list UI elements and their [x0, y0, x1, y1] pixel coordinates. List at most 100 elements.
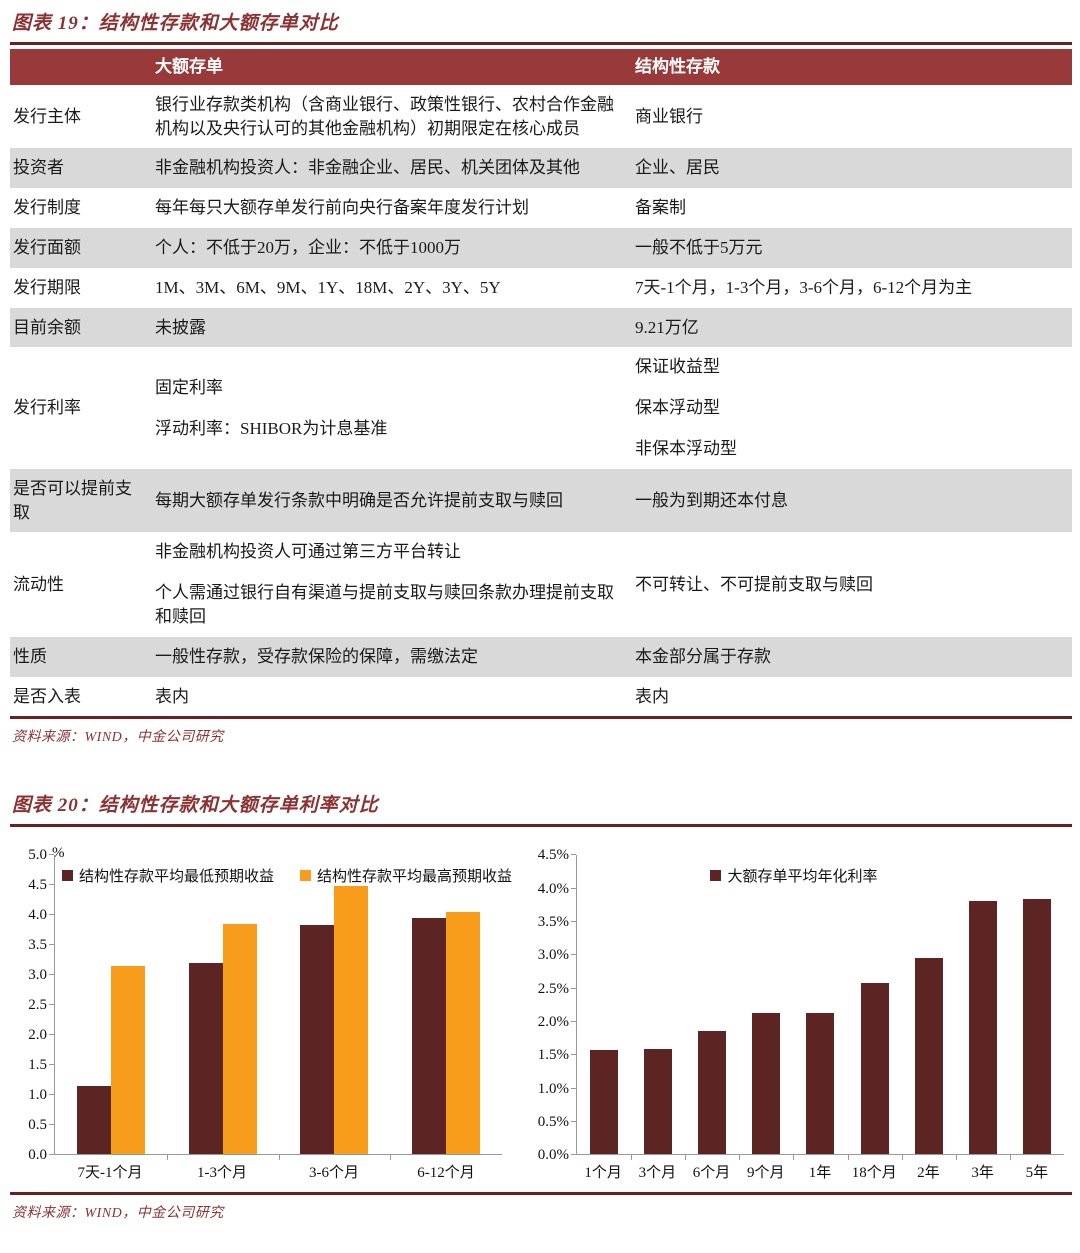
- row-label: 流动性: [13, 574, 64, 594]
- table-body: 发行主体 银行业存款类机构（含商业银行、政策性银行、农村合作金融机构以及央行认可的…: [10, 85, 1072, 717]
- cell-cds: 固定利率 浮动利率：SHIBOR为计息基准: [155, 376, 635, 441]
- bar: [860, 982, 889, 1155]
- y-axis-tickmark: [49, 974, 54, 976]
- bar: [110, 965, 145, 1155]
- bar: [446, 912, 481, 1155]
- chart-legend: 结构性存款平均最低预期收益 结构性存款平均最高预期收益: [62, 865, 512, 886]
- bar: [412, 918, 447, 1155]
- cell-sd: 一般为到期还本付息: [635, 489, 1072, 513]
- y-axis-tickmark: [49, 1004, 54, 1006]
- bar-groups: [55, 855, 502, 1155]
- cell-text: 银行业存款类机构（含商业银行、政策性银行、农村合作金融机构以及央行认可的其他金融…: [155, 94, 614, 138]
- bar: [968, 901, 997, 1155]
- table-row: 发行面额 个人：不低于20万，企业：不低于1000万 一般不低于5万元: [10, 227, 1072, 268]
- x-axis-label: 5年: [1025, 1165, 1049, 1182]
- y-axis-tick: 1.0%: [537, 1080, 569, 1097]
- row-label: 目前余额: [13, 317, 81, 337]
- legend-item: 结构性存款平均最低预期收益: [62, 865, 274, 886]
- cell-cds: 非金融机构投资人：非金融企业、居民、机关团体及其他: [155, 156, 635, 180]
- table-header-cds: 大额存单: [155, 57, 223, 76]
- cell-cds: 1M、3M、6M、9M、1Y、18M、2Y、3Y、5Y: [155, 276, 635, 300]
- y-axis-tick: 4.0: [28, 907, 47, 924]
- bar: [222, 924, 257, 1155]
- x-axis-label: 7天-1个月: [77, 1165, 143, 1182]
- table-row: 目前余额 未披露 9.21万亿: [10, 307, 1072, 348]
- x-axis-tickmark: [166, 1155, 168, 1161]
- cell-text: 本金部分属于存款: [635, 646, 771, 666]
- y-axis-tickmark: [49, 1034, 54, 1036]
- bar-group: [577, 855, 631, 1155]
- x-axis-tickmark: [685, 1155, 687, 1161]
- chart-body: 4.5% 4.0% 3.5% 3.0% 2.5% 2.0% 1.5% 1.0% 0.5% 0.0%: [524, 847, 1064, 1163]
- cell-cds: 非金融机构投资人可通过第三方平台转让 个人需通过银行自有渠道与提前支取与赎回条款办…: [155, 540, 635, 628]
- table-row: 投资者 非金融机构投资人：非金融企业、居民、机关团体及其他 企业、居民: [10, 148, 1072, 189]
- cd-annualized-rate-chart: 大额存单平均年化利率 4.5% 4.0% 3.5% 3.0% 2.5% 2.0% 1.5% 1.…: [524, 843, 1064, 1182]
- y-axis-tick: 5.0: [28, 847, 47, 864]
- row-label: 发行制度: [13, 198, 81, 218]
- bar-group: [167, 855, 279, 1155]
- y-axis-tickmark: [571, 854, 576, 856]
- y-axis-tick: 3.5%: [537, 914, 569, 931]
- figure-20-source: 资料来源：WIND，中金公司研究: [12, 1206, 224, 1222]
- y-axis-tickmark: [49, 1154, 54, 1156]
- cell-text: 非保本浮动型: [635, 438, 737, 458]
- cell-text: 每年每只大额存单发行前向央行备案年度发行计划: [155, 198, 529, 218]
- legend-label: 大额存单平均年化利率: [727, 869, 878, 886]
- y-axis-tickmark: [49, 1094, 54, 1096]
- y-axis-tick: 0.5%: [537, 1114, 569, 1131]
- y-axis-tickmark: [571, 1121, 576, 1123]
- y-axis-tick: 4.5: [28, 877, 47, 894]
- plot-area: [576, 855, 1064, 1161]
- table-header-row: 大额存单 结构性存款: [10, 49, 1072, 85]
- y-axis-tick: 0.0: [28, 1147, 47, 1164]
- row-label: 投资者: [13, 158, 64, 178]
- y-axis-tickmark: [49, 1124, 54, 1126]
- y-axis-tick: 2.0%: [537, 1014, 569, 1031]
- x-axis-tickmark: [631, 1155, 633, 1161]
- cell-text: 表内: [635, 686, 669, 706]
- title-divider: [10, 42, 1072, 45]
- figure-19-title: 图表 19：结构性存款和大额存单对比: [12, 13, 339, 34]
- y-axis-tickmark: [49, 854, 54, 856]
- y-axis-tickmark: [571, 1087, 576, 1089]
- x-axis-label: 1年: [808, 1165, 832, 1182]
- cell-text: 表内: [155, 686, 189, 706]
- y-axis-tickmark: [571, 1054, 576, 1056]
- y-axis-unit: %: [52, 845, 65, 862]
- cell-cds: 每期大额存单发行条款中明确是否允许提前支取与赎回: [155, 489, 635, 513]
- cell-text: 个人需通过银行自有渠道与提前支取与赎回条款办理提前支取和赎回: [155, 583, 614, 626]
- row-label: 发行面额: [13, 237, 81, 257]
- charts-bottom-divider: [10, 1192, 1072, 1196]
- bar: [188, 962, 223, 1155]
- table-row: 发行利率 固定利率 浮动利率：SHIBOR为计息基准 保证收益型 保本浮动型 非保本浮动型: [10, 347, 1072, 468]
- cell-text: 非金融机构投资人：非金融企业、居民、机关团体及其他: [155, 158, 580, 178]
- figure-20-title: 图表 20：结构性存款和大额存单利率对比: [12, 795, 379, 817]
- bar: [752, 1013, 781, 1155]
- charts-row: 结构性存款平均最低预期收益 结构性存款平均最高预期收益% 5.0 4.5 4.0 3.5 3…: [10, 843, 1072, 1182]
- bar-group: [390, 855, 502, 1155]
- x-axis-label: 6-12个月: [417, 1165, 475, 1182]
- y-axis-tickmark: [571, 921, 576, 923]
- cell-sd: 不可转让、不可提前支取与赎回: [635, 573, 1072, 597]
- figure-20-section: 图表 20：结构性存款和大额存单利率对比 结构性存款平均最低预期收益 结构性存款平…: [10, 790, 1072, 1222]
- cell-text: 企业、居民: [635, 158, 720, 178]
- cell-cds: 个人：不低于20万，企业：不低于1000万: [155, 236, 635, 260]
- legend-swatch: [62, 870, 73, 882]
- cell-text: 1M、3M、6M、9M、1Y、18M、2Y、3Y、5Y: [155, 277, 501, 297]
- x-axis-tickmark: [955, 1155, 957, 1161]
- x-axis-tickmark: [278, 1155, 280, 1161]
- bar-group: [739, 855, 793, 1155]
- cell-text: 商业银行: [635, 106, 703, 126]
- table-row: 发行期限 1M、3M、6M、9M、1Y、18M、2Y、3Y、5Y 7天-1个月，1-…: [10, 268, 1072, 308]
- title-divider: [10, 824, 1072, 828]
- table-header-empty: [10, 55, 155, 79]
- y-axis-tickmark: [571, 1021, 576, 1023]
- y-axis-tickmark: [571, 954, 576, 956]
- cell-sd: 商业银行: [635, 105, 1072, 129]
- table-header-sd: 结构性存款: [635, 57, 720, 76]
- x-axis-label: 3个月: [638, 1165, 677, 1182]
- cell-text: 保本浮动型: [635, 398, 720, 418]
- legend-item: 结构性存款平均最高预期收益: [300, 865, 512, 886]
- x-axis-tickmark: [793, 1155, 795, 1161]
- chart-legend: 大额存单平均年化利率: [524, 865, 1064, 886]
